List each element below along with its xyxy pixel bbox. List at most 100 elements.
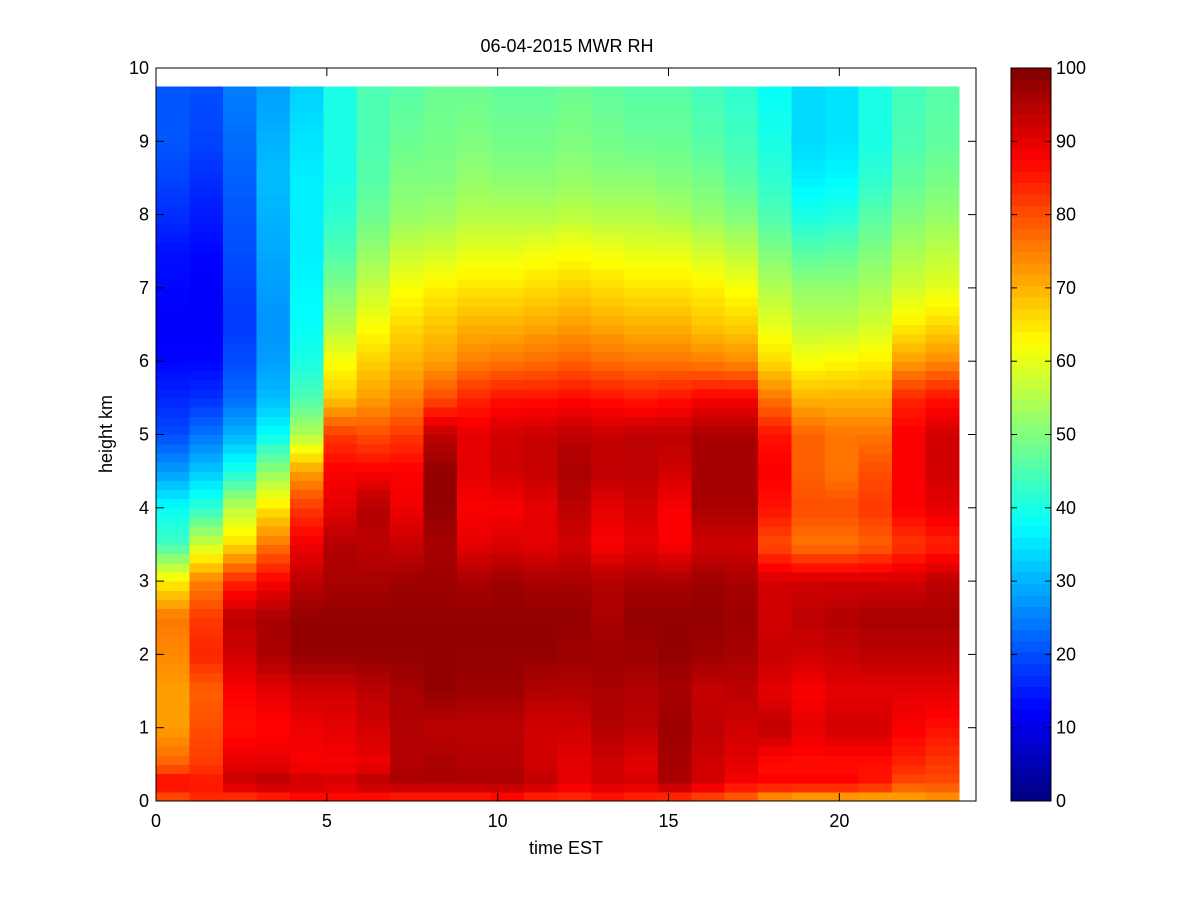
heatmap-cell: [925, 791, 960, 802]
heatmap-cell: [289, 177, 324, 188]
heatmap-cell: [724, 379, 759, 390]
heatmap-cell: [624, 489, 659, 500]
colorbar-segment: [1011, 640, 1051, 653]
heatmap-cell: [256, 132, 291, 142]
heatmap-cell: [557, 663, 592, 674]
heatmap-cell: [758, 379, 793, 390]
heatmap-cell: [390, 113, 425, 124]
heatmap-cell: [791, 489, 826, 500]
heatmap-cell: [925, 553, 960, 564]
heatmap-cell: [256, 397, 291, 408]
heatmap-cell: [590, 168, 625, 179]
heatmap-cell: [691, 379, 726, 390]
heatmap-cell: [590, 599, 625, 610]
heatmap-cell: [724, 297, 759, 307]
heatmap-cell: [892, 516, 927, 527]
colorbar-segment: [1011, 663, 1051, 676]
heatmap-cell: [724, 333, 759, 344]
heatmap-cell: [156, 581, 191, 591]
heatmap-cell: [222, 663, 257, 674]
heatmap-cell: [691, 535, 726, 546]
heatmap-cell: [724, 755, 759, 765]
heatmap-cell: [289, 251, 324, 262]
heatmap-cell: [457, 214, 492, 225]
heatmap-cell: [858, 691, 893, 701]
heatmap-cell: [724, 764, 759, 775]
heatmap-cell: [222, 700, 257, 710]
heatmap-cell: [791, 654, 826, 665]
heatmap-cell: [189, 663, 224, 674]
heatmap-cell: [457, 562, 492, 573]
heatmap-cell: [390, 471, 425, 481]
heatmap-cell: [758, 516, 793, 527]
heatmap-cell: [156, 700, 191, 710]
heatmap-cell: [557, 333, 592, 344]
heatmap-cell: [557, 553, 592, 564]
chart-title: 06-04-2015 MWR RH: [480, 36, 653, 56]
heatmap-cell: [524, 590, 559, 601]
heatmap-cell: [423, 498, 458, 509]
heatmap-cell: [490, 480, 525, 491]
heatmap-cell: [524, 773, 559, 784]
heatmap-cell: [256, 691, 291, 701]
heatmap-cell: [590, 443, 625, 454]
heatmap-cell: [390, 700, 425, 710]
heatmap-cell: [289, 608, 324, 619]
heatmap-cell: [356, 196, 391, 207]
heatmap-cell: [189, 727, 224, 738]
heatmap-cell: [557, 755, 592, 765]
heatmap-cell: [457, 187, 492, 197]
heatmap-cell: [524, 287, 559, 298]
heatmap-cell: [724, 581, 759, 591]
heatmap-cell: [557, 654, 592, 665]
heatmap-cell: [791, 571, 826, 582]
heatmap-cell: [557, 122, 592, 133]
heatmap-cell: [590, 617, 625, 628]
heatmap-cell: [657, 361, 692, 371]
heatmap-cell: [524, 489, 559, 500]
y-tick-label: 10: [129, 58, 149, 78]
heatmap-cell: [925, 242, 960, 252]
heatmap-cell: [892, 498, 927, 509]
heatmap-cell: [490, 553, 525, 564]
heatmap-cell: [356, 251, 391, 262]
heatmap-cell: [691, 287, 726, 298]
heatmap-cell: [590, 251, 625, 262]
heatmap-cell: [557, 168, 592, 179]
heatmap-cell: [825, 324, 860, 335]
heatmap-cell: [825, 416, 860, 426]
heatmap-cell: [791, 700, 826, 710]
heatmap-cell: [189, 553, 224, 564]
heatmap-cell: [222, 608, 257, 619]
heatmap-cell: [557, 544, 592, 555]
heatmap-cell: [858, 544, 893, 555]
heatmap-cell: [791, 709, 826, 720]
heatmap-cell: [825, 196, 860, 207]
heatmap-cell: [624, 736, 659, 747]
heatmap-cell: [423, 242, 458, 252]
heatmap-cell: [524, 791, 559, 802]
heatmap-cell: [892, 526, 927, 536]
heatmap-cell: [791, 379, 826, 390]
heatmap-cell: [925, 681, 960, 692]
heatmap-cell: [323, 535, 358, 546]
heatmap-cell: [858, 581, 893, 591]
heatmap-cell: [657, 141, 692, 152]
heatmap-cell: [423, 544, 458, 555]
heatmap-cell: [390, 269, 425, 280]
heatmap-cell: [189, 205, 224, 216]
heatmap-cell: [657, 535, 692, 546]
heatmap-cell: [825, 755, 860, 765]
heatmap-cell: [557, 581, 592, 591]
colorbar-segment: [1011, 239, 1051, 252]
heatmap-cell: [222, 709, 257, 720]
heatmap-cell: [724, 278, 759, 289]
heatmap-cell: [189, 645, 224, 655]
heatmap-cell: [423, 269, 458, 280]
heatmap-cell: [256, 791, 291, 802]
heatmap-cell: [256, 297, 291, 307]
heatmap-cell: [156, 177, 191, 188]
heatmap-cell: [724, 141, 759, 152]
heatmap-cell: [390, 791, 425, 802]
heatmap-cell: [691, 526, 726, 536]
